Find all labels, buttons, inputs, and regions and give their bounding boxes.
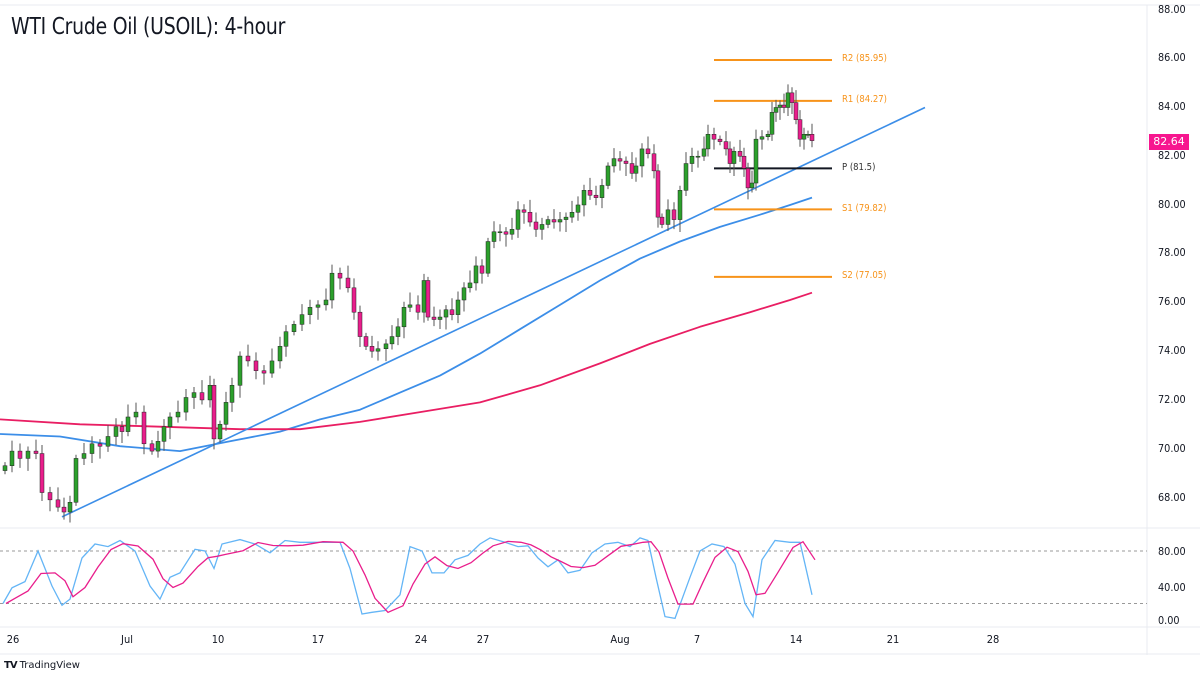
time-tick: 28	[986, 633, 1000, 646]
price-tick: 84.00	[1158, 100, 1186, 113]
stoch-tick: 40.00	[1158, 581, 1186, 594]
price-tick: 88.00	[1158, 3, 1186, 16]
chart-title: WTI Crude Oil (USOIL): 4-hour	[11, 14, 286, 40]
time-tick: 17	[311, 633, 325, 646]
price-tick: 80.00	[1158, 198, 1186, 211]
time-tick: 26	[6, 633, 20, 646]
pivot-label-p: P (81.5)	[842, 162, 876, 173]
pane-borders	[0, 4, 1200, 655]
time-tick: 27	[476, 633, 490, 646]
time-tick: Jul	[121, 633, 133, 646]
trendline[interactable]	[61, 106, 926, 518]
price-tick: 68.00	[1158, 491, 1186, 504]
pivot-levels	[714, 58, 832, 278]
stochastic-indicator	[0, 537, 1147, 620]
pivot-label-s1: S1 (79.82)	[842, 203, 887, 214]
tradingview-logo-text: TradingView	[19, 660, 80, 671]
price-tick: 70.00	[1158, 442, 1186, 455]
stoch-tick: 0.00	[1158, 614, 1180, 627]
time-tick: Aug	[610, 633, 630, 646]
price-tick: 86.00	[1158, 51, 1186, 64]
moving-averages	[0, 196, 813, 453]
candlesticks	[2, 84, 815, 523]
time-tick: 21	[886, 633, 900, 646]
price-tick: 82.00	[1158, 149, 1186, 162]
current-price-label: 82.64	[1149, 134, 1189, 150]
price-tick: 72.00	[1158, 393, 1186, 406]
pivot-label-r2: R2 (85.95)	[842, 53, 887, 64]
tradingview-logo[interactable]: TV TradingView	[4, 660, 80, 671]
time-tick: 24	[414, 633, 428, 646]
time-tick: 14	[789, 633, 803, 646]
tradingview-logo-icon: TV	[4, 660, 18, 671]
price-tick: 74.00	[1158, 344, 1186, 357]
price-tick: 78.00	[1158, 246, 1186, 259]
stoch-tick: 80.00	[1158, 545, 1186, 558]
price-tick: 76.00	[1158, 295, 1186, 308]
pivot-label-r1: R1 (84.27)	[842, 94, 887, 105]
time-tick: 10	[211, 633, 225, 646]
time-tick: 7	[693, 633, 701, 646]
pivot-label-s2: S2 (77.05)	[842, 270, 887, 281]
